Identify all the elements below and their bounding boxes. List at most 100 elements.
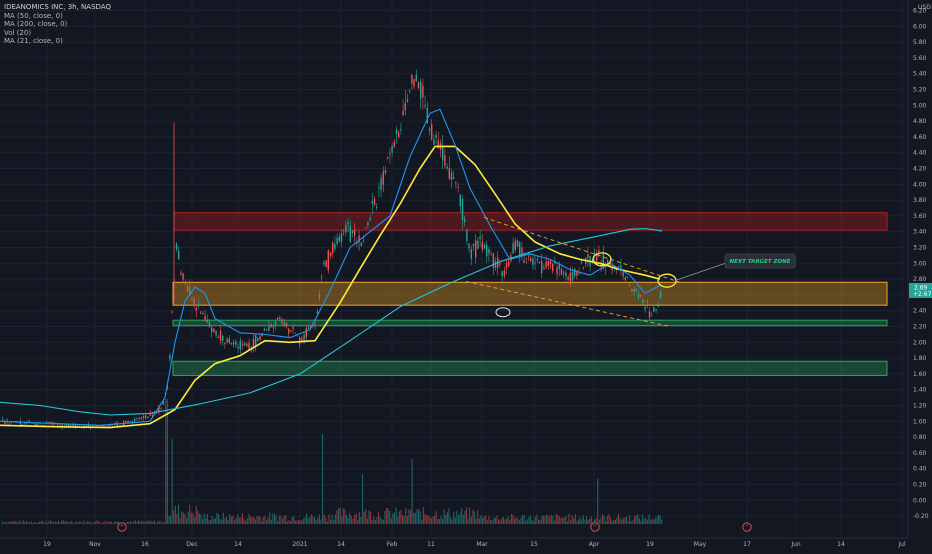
volume-bar bbox=[168, 516, 170, 524]
candle-body bbox=[202, 313, 204, 315]
volume-bar bbox=[634, 516, 636, 524]
candle-body bbox=[380, 178, 382, 191]
volume-bar bbox=[414, 512, 416, 524]
candle-body bbox=[558, 264, 560, 270]
volume-bar bbox=[259, 516, 261, 524]
volume-bar bbox=[128, 521, 130, 524]
candle-body bbox=[536, 259, 538, 261]
volume-bar bbox=[58, 520, 60, 524]
volume-bar bbox=[451, 519, 453, 524]
volume-bar bbox=[501, 518, 503, 524]
candle-body bbox=[580, 261, 582, 263]
volume-bar bbox=[424, 514, 426, 524]
volume-bar bbox=[178, 504, 180, 524]
volume-bar bbox=[62, 520, 64, 524]
volume-bar bbox=[512, 514, 514, 524]
volume-bar bbox=[174, 505, 176, 524]
volume-bar bbox=[114, 521, 116, 524]
candle-body bbox=[318, 294, 321, 298]
volume-bar bbox=[262, 517, 264, 524]
candle-body bbox=[609, 264, 611, 266]
candle-body bbox=[626, 277, 629, 279]
candle-body bbox=[149, 412, 151, 416]
volume-bar bbox=[106, 522, 108, 524]
candle-body bbox=[294, 332, 296, 334]
candle-body bbox=[576, 270, 578, 277]
candle-body bbox=[373, 198, 376, 205]
candle-body bbox=[402, 110, 404, 116]
candle-body bbox=[360, 242, 362, 246]
volume-bar bbox=[515, 516, 517, 524]
candle-body bbox=[292, 327, 294, 329]
candle-body bbox=[151, 415, 153, 416]
volume-bar bbox=[286, 521, 288, 524]
volume-bar bbox=[69, 522, 71, 524]
candle-body bbox=[213, 328, 215, 333]
candle-body bbox=[459, 194, 461, 207]
candle-body bbox=[461, 199, 464, 221]
volume-bar bbox=[576, 520, 578, 524]
volume-bar bbox=[349, 512, 351, 524]
candle-body bbox=[283, 323, 285, 326]
volume-bar bbox=[32, 522, 34, 524]
volume-bar bbox=[426, 515, 428, 524]
volume-bar bbox=[360, 516, 362, 524]
volume-bar bbox=[94, 521, 96, 524]
volume-bar bbox=[610, 517, 612, 524]
candle-body bbox=[312, 325, 314, 327]
volume-bar bbox=[392, 513, 394, 524]
volume-bar bbox=[386, 507, 388, 524]
volume-bar bbox=[96, 520, 98, 524]
candle-body bbox=[552, 264, 554, 272]
candle-body bbox=[655, 309, 657, 311]
candle-body bbox=[631, 289, 633, 292]
volume-bar bbox=[467, 518, 469, 524]
volume-bar bbox=[405, 507, 407, 524]
volume-bar bbox=[117, 520, 119, 524]
volume-bar bbox=[278, 515, 280, 524]
volume-bar bbox=[230, 516, 232, 524]
volume-bar bbox=[107, 521, 109, 524]
candle-body bbox=[646, 301, 648, 303]
x-tick-label: 14 bbox=[234, 541, 242, 548]
x-tick-label: May bbox=[694, 541, 707, 548]
volume-bar bbox=[530, 516, 532, 524]
candle-body bbox=[600, 264, 602, 266]
volume-bar bbox=[594, 519, 596, 524]
candle-body bbox=[365, 227, 367, 229]
volume-bar bbox=[522, 515, 524, 524]
candle-body bbox=[494, 261, 497, 269]
y-tick-label: 1.80 bbox=[913, 355, 927, 362]
candle-body bbox=[362, 240, 365, 242]
volume-bar bbox=[285, 515, 287, 524]
earnings-marker bbox=[590, 522, 600, 532]
volume-bar bbox=[586, 516, 588, 524]
volume-bar bbox=[16, 521, 18, 524]
volume-bar bbox=[192, 512, 194, 524]
candle-body bbox=[574, 268, 576, 276]
volume-bar bbox=[2, 521, 4, 524]
candle-body bbox=[571, 271, 574, 281]
candle-body bbox=[140, 417, 142, 420]
volume-bar bbox=[434, 515, 436, 524]
volume-bar bbox=[616, 517, 618, 524]
volume-bar bbox=[170, 515, 172, 524]
volume-bar bbox=[627, 520, 629, 524]
y-tick-label: 4.20 bbox=[913, 166, 927, 173]
volume-bar bbox=[237, 514, 239, 524]
x-tick-label: 19 bbox=[646, 541, 654, 548]
volume-bar bbox=[338, 507, 340, 524]
y-tick-label: 3.00 bbox=[913, 260, 927, 267]
volume-bar bbox=[619, 518, 621, 524]
resistance-zone bbox=[173, 212, 888, 231]
candle-body bbox=[235, 341, 237, 345]
volume-bar bbox=[382, 519, 384, 524]
volume-bar bbox=[517, 518, 519, 524]
volume-bar bbox=[509, 519, 511, 524]
candle-body bbox=[268, 326, 270, 331]
candle-body bbox=[492, 253, 494, 268]
annotation-pointer bbox=[674, 262, 727, 282]
volume-bar bbox=[102, 522, 104, 524]
